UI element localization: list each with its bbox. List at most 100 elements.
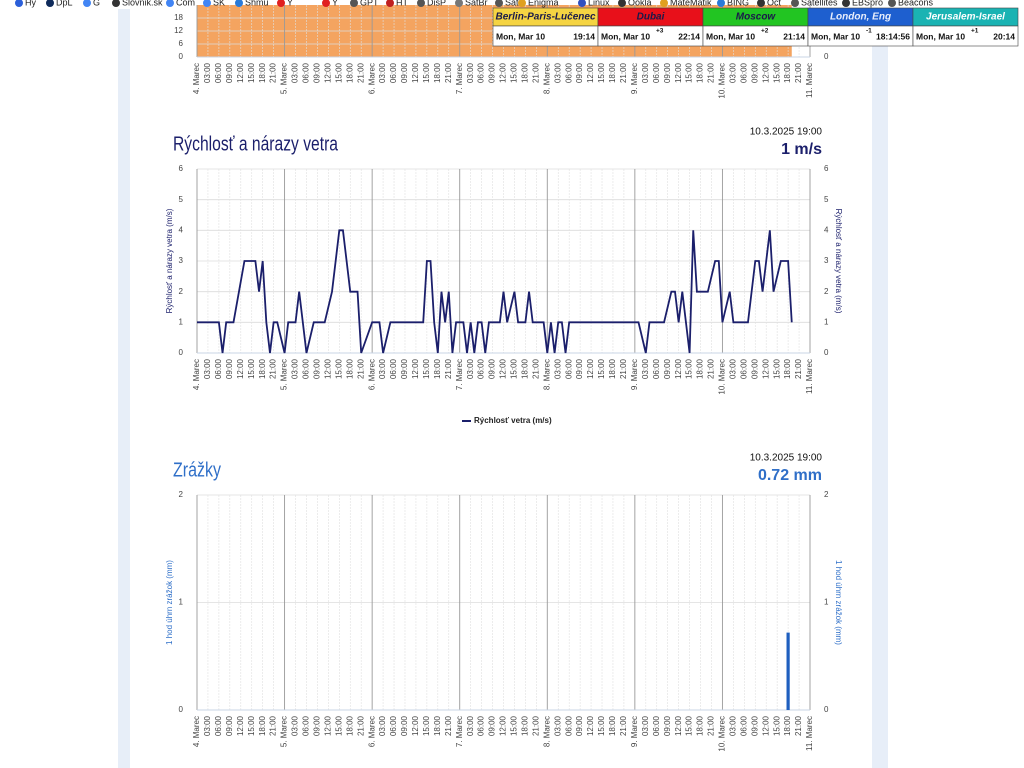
x-tick-label: 21:00	[444, 358, 453, 379]
bookmark-icon	[350, 0, 358, 7]
x-tick-label: 18:00	[696, 715, 705, 736]
bookmark-icon	[888, 0, 896, 7]
clock-date: Mon, Mar 10	[916, 31, 965, 41]
x-tick-label: 18:00	[521, 62, 530, 83]
bookmark[interactable]: Slovnik.sk	[122, 0, 163, 7]
bookmark[interactable]: Beacons	[898, 0, 934, 7]
bookmark-icon	[518, 0, 526, 7]
x-tick-label: 7. Marec	[455, 359, 464, 390]
clock-city: Dubai	[637, 12, 665, 23]
x-tick-label: 6. Marec	[367, 63, 376, 94]
x-tick-label: 12:00	[411, 358, 420, 379]
bookmark[interactable]: Shmu	[245, 0, 269, 7]
x-tick-label: 09:00	[575, 715, 584, 736]
x-tick-label: 12:00	[586, 715, 595, 736]
x-tick-label: 09:00	[400, 62, 409, 83]
x-tick-label: 15:00	[772, 715, 781, 736]
x-tick-label: 03:00	[291, 62, 300, 83]
bookmark[interactable]: Y	[332, 0, 338, 7]
bookmark[interactable]: Oct	[767, 0, 782, 7]
x-tick-label: 12:00	[499, 358, 508, 379]
y2-tick-label: 0	[824, 705, 829, 714]
x-tick-label: 15:00	[597, 358, 606, 379]
clock-city: Jerusalem-Israel	[926, 12, 1005, 23]
bookmark[interactable]: SatC	[505, 0, 526, 7]
bookmark[interactable]: HT	[396, 0, 408, 7]
x-tick-label: 9. Marec	[630, 359, 639, 390]
x-tick-label: 11. Marec	[805, 63, 814, 98]
x-tick-label: 06:00	[477, 358, 486, 379]
x-tick-label: 15:00	[247, 715, 256, 736]
x-tick-label: 09:00	[663, 62, 672, 83]
y-tick-label: 5	[179, 195, 184, 204]
bookmark[interactable]: Com	[176, 0, 195, 7]
bookmark[interactable]: Satellites	[801, 0, 838, 7]
bookmark[interactable]: DpL	[56, 0, 73, 7]
x-tick-label: 12:00	[236, 358, 245, 379]
bookmark[interactable]: EBSpro	[852, 0, 883, 7]
bookmark[interactable]: SatBr	[465, 0, 488, 7]
x-tick-label: 21:00	[619, 715, 628, 736]
bookmark[interactable]: SK	[213, 0, 225, 7]
x-tick-label: 8. Marec	[542, 716, 551, 747]
x-tick-label: 6. Marec	[367, 359, 376, 390]
bookmark[interactable]: Enigma	[528, 0, 559, 7]
bar	[786, 632, 790, 710]
x-tick-label: 12:00	[674, 358, 683, 379]
x-tick-label: 10. Marec	[718, 63, 727, 99]
x-tick-label: 18:00	[608, 358, 617, 379]
clock-time: 21:14	[783, 31, 805, 41]
x-tick-label: 06:00	[739, 358, 748, 379]
x-tick-label: 12:00	[674, 62, 683, 83]
y-tick-label: 0	[179, 348, 184, 357]
x-tick-label: 12:00	[761, 715, 770, 736]
bookmark[interactable]: MateMatik	[670, 0, 712, 7]
x-tick-label: 18:00	[783, 715, 792, 736]
bookmark-icon	[717, 0, 725, 7]
bookmark-icon	[322, 0, 330, 7]
x-tick-label: 03:00	[291, 358, 300, 379]
x-tick-label: 18:00	[696, 62, 705, 83]
x-tick-label: 10. Marec	[718, 359, 727, 395]
clock-offset: +2	[761, 28, 769, 35]
chart: 0 01 12 23 34 45 56 64. Marec 03:00 06:00 09:00 12:…	[165, 127, 843, 425]
chart-title: Zrážky	[173, 459, 221, 481]
bookmark[interactable]: G	[93, 0, 100, 7]
bookmark[interactable]: Linux	[588, 0, 610, 7]
x-tick-label: 18:00	[258, 62, 267, 83]
x-tick-label: 15:00	[510, 358, 519, 379]
x-tick-label: 09:00	[225, 358, 234, 379]
x-tick-label: 12:00	[499, 715, 508, 736]
legend-label[interactable]: Rýchlosť vetra (m/s)	[474, 416, 552, 425]
x-tick-label: 06:00	[214, 62, 223, 83]
bookmark[interactable]: DisP	[427, 0, 446, 7]
x-tick-label: 03:00	[466, 62, 475, 83]
timestamp: 10.3.2025 19:00	[750, 127, 823, 138]
bookmark[interactable]: BING	[727, 0, 749, 7]
x-tick-label: 09:00	[225, 62, 234, 83]
clock-date: Mon, Mar 10	[811, 31, 860, 41]
y2-tick-label: 1	[824, 317, 829, 326]
x-tick-label: 06:00	[564, 358, 573, 379]
clock-offset: +1	[971, 28, 979, 35]
bookmark[interactable]: Hy	[25, 0, 36, 7]
x-tick-label: 21:00	[356, 715, 365, 736]
x-tick-label: 21:00	[531, 715, 540, 736]
x-tick-label: 15:00	[685, 358, 694, 379]
x-tick-label: 06:00	[739, 62, 748, 83]
clock-time: 22:14	[678, 31, 700, 41]
x-tick-label: 21:00	[794, 715, 803, 736]
clock-time: 18:14:56	[876, 31, 910, 41]
x-tick-label: 15:00	[510, 62, 519, 83]
x-tick-label: 09:00	[663, 358, 672, 379]
x-tick-label: 03:00	[466, 358, 475, 379]
bookmark[interactable]: Ookla	[628, 0, 652, 7]
x-tick-label: 09:00	[575, 358, 584, 379]
bookmarks-bar	[0, 0, 1024, 9]
bookmark[interactable]: Y	[287, 0, 293, 7]
bookmark-icon	[46, 0, 54, 7]
x-tick-label: 5. Marec	[280, 63, 289, 94]
bookmark-icon	[660, 0, 668, 7]
bookmark[interactable]: GPT	[360, 0, 379, 7]
x-tick-label: 18:00	[433, 358, 442, 379]
